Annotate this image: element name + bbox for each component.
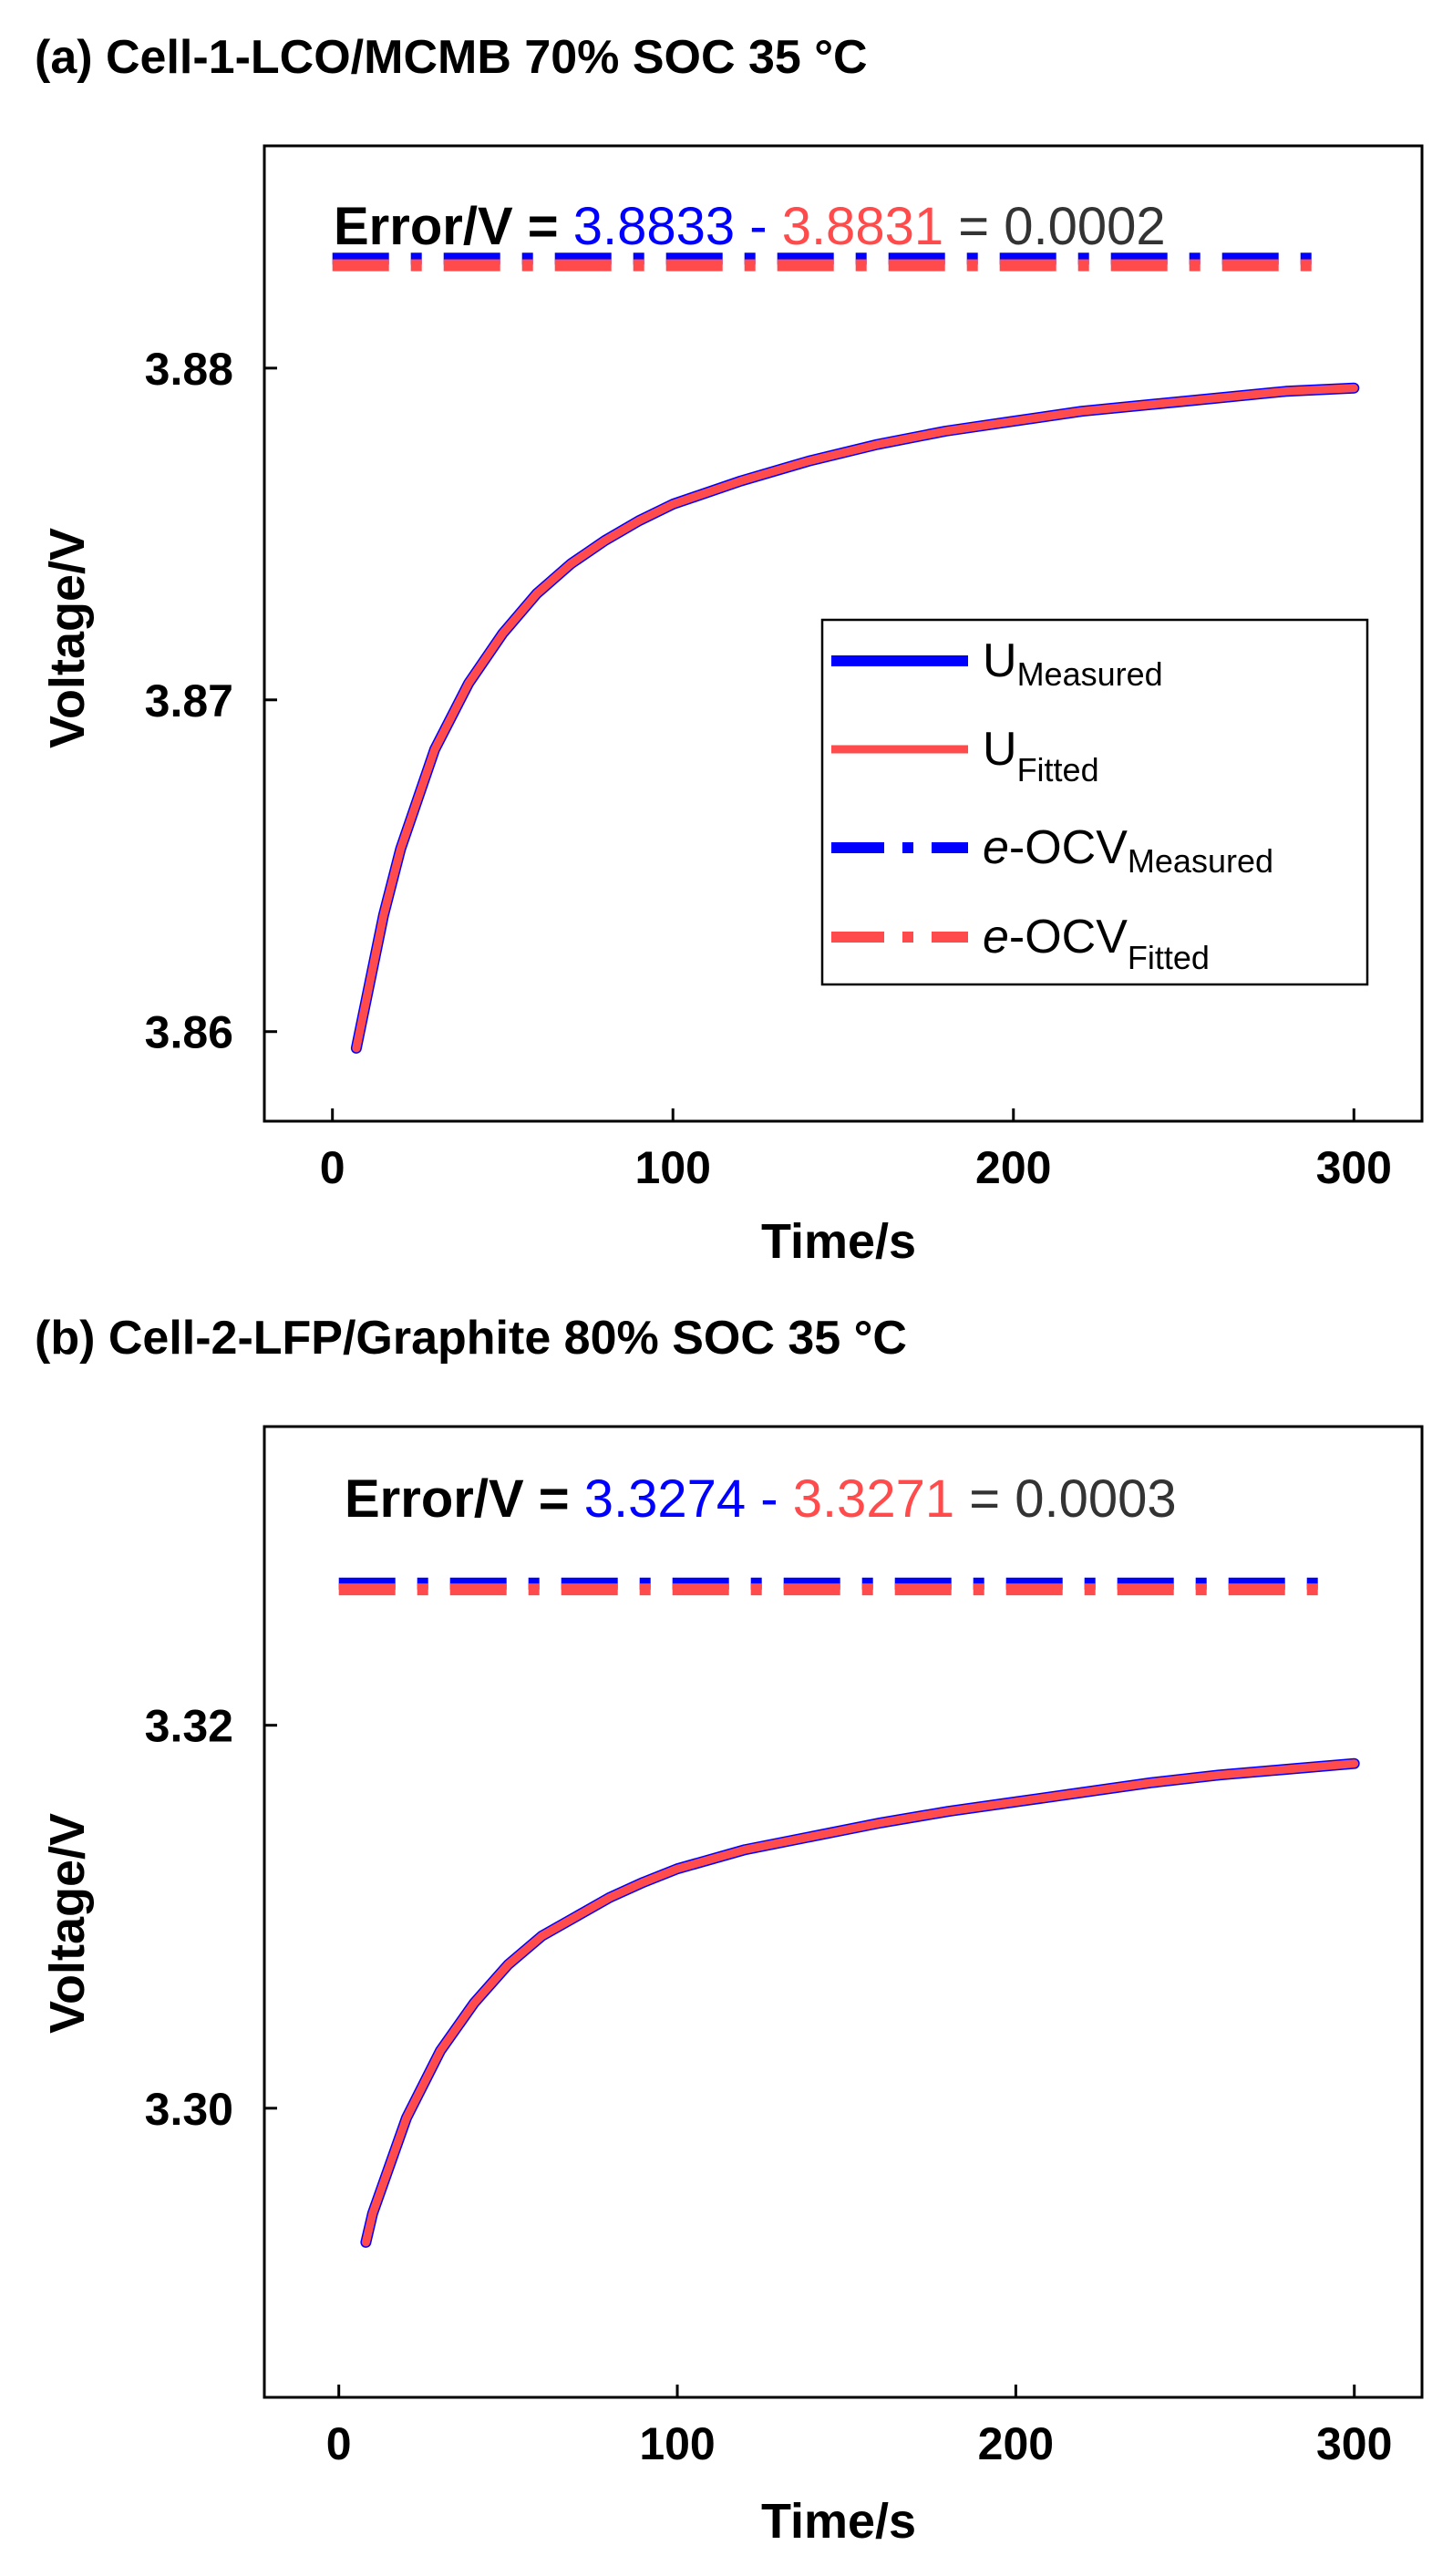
legend-label-u-fitted: UFitted <box>983 723 1099 788</box>
panel-a-y-tick-label-2: 3.88 <box>145 344 233 395</box>
panel-a-x-axis-label: Time/s <box>761 1214 916 1269</box>
panel-b-y-tick-label-0: 3.30 <box>145 2084 233 2135</box>
legend-label-u-measured: UMeasured <box>983 634 1163 693</box>
panel-b-marks <box>338 1577 1360 2248</box>
legend-u-measured-main: U <box>983 634 1017 687</box>
panel-b-x-tick-label-200: 200 <box>978 2418 1054 2469</box>
legend-u-fitted-sub: Fitted <box>1017 751 1099 788</box>
panel-b-ticks: 0 100 200 300 3.30 3.32 <box>145 1701 1393 2469</box>
panel-b-series-u-fitted <box>361 1759 1359 2247</box>
panel-a-marks <box>332 252 1360 1054</box>
panel-a-x-tick-label-300: 300 <box>1316 1142 1392 1193</box>
panel-b-x-tick-label-100: 100 <box>639 2418 715 2469</box>
panel-a-series-u-fitted <box>352 384 1358 1053</box>
panel-b-error-minus: - <box>746 1469 793 1529</box>
legend-label-ocv-fitted: e-OCVFitted <box>983 911 1210 976</box>
panel-a-x-tick-label-0: 0 <box>320 1142 345 1193</box>
panel-a-error-minus: - <box>735 197 782 256</box>
panel-a-y-axis-label: Voltage/V <box>40 528 95 748</box>
legend-u-measured-sub: Measured <box>1017 655 1163 693</box>
panel-a-ticks: 0 100 200 300 3.86 3.87 3.88 <box>145 344 1392 1193</box>
panel-a-error-measured: 3.8833 <box>573 197 735 256</box>
panel-b-y-axis-label: Voltage/V <box>40 1813 95 2034</box>
panel-b-error-measured: 3.3274 <box>584 1469 746 1529</box>
panel-a-y-tick-label-1: 3.87 <box>145 675 233 726</box>
panel-a-error-annotation: Error/V = 3.8833 - 3.8831 = 0.0002 <box>334 197 1166 256</box>
panel-b-title: (b) Cell-2-LFP/Graphite 80% SOC 35 °C <box>35 1312 907 1365</box>
panel-a-x-tick-label-100: 100 <box>635 1142 711 1193</box>
panel-b-error-fitted: 3.3271 <box>793 1469 954 1529</box>
legend-ocv-fitted-sub: Fitted <box>1128 939 1210 976</box>
panel-a: (a) Cell-1-LCO/MCMB 70% SOC 35 °C Error/… <box>35 31 1424 1269</box>
legend-ocv-measured-main: -OCV <box>1009 821 1128 874</box>
panel-b-error-annotation: Error/V = 3.3274 - 3.3271 = 0.0003 <box>345 1469 1177 1529</box>
panel-a-x-tick-label-200: 200 <box>975 1142 1051 1193</box>
panel-b-error-equals: = 0.0003 <box>954 1469 1177 1529</box>
panel-b-x-tick-label-0: 0 <box>326 2418 352 2469</box>
panel-a-error-prefix: Error/V = <box>334 197 573 256</box>
panel-b-x-axis-label: Time/s <box>761 2494 916 2549</box>
panel-b-y-tick-label-1: 3.32 <box>145 1701 233 1752</box>
panel-b-plot-frame <box>263 1425 1424 2399</box>
legend-label-ocv-measured: e-OCVMeasured <box>983 821 1273 880</box>
legend-ocv-measured-prefix: e <box>983 821 1009 874</box>
panel-b: (b) Cell-2-LFP/Graphite 80% SOC 35 °C Er… <box>35 1312 1424 2549</box>
panel-a-title: (a) Cell-1-LCO/MCMB 70% SOC 35 °C <box>35 31 868 84</box>
panel-a-error-equals: = 0.0002 <box>943 197 1166 256</box>
legend-u-fitted-main: U <box>983 723 1017 776</box>
panel-a-y-tick-label-0: 3.86 <box>145 1007 233 1058</box>
legend-ocv-fitted-main: -OCV <box>1009 911 1128 963</box>
panel-a-plot-frame <box>263 144 1424 1123</box>
panel-b-error-prefix: Error/V = <box>345 1469 584 1529</box>
panel-b-series-u-measured <box>360 1757 1360 2248</box>
panel-a-error-fitted: 3.8831 <box>782 197 943 256</box>
legend-ocv-fitted-prefix: e <box>983 911 1009 963</box>
legend-box <box>820 618 1369 986</box>
legend-ocv-measured-sub: Measured <box>1128 842 1273 880</box>
panel-b-x-tick-label-300: 300 <box>1316 2418 1392 2469</box>
panel-a-legend: UMeasured UFitted e-OCVMeasured e-OCVFit… <box>820 618 1369 986</box>
